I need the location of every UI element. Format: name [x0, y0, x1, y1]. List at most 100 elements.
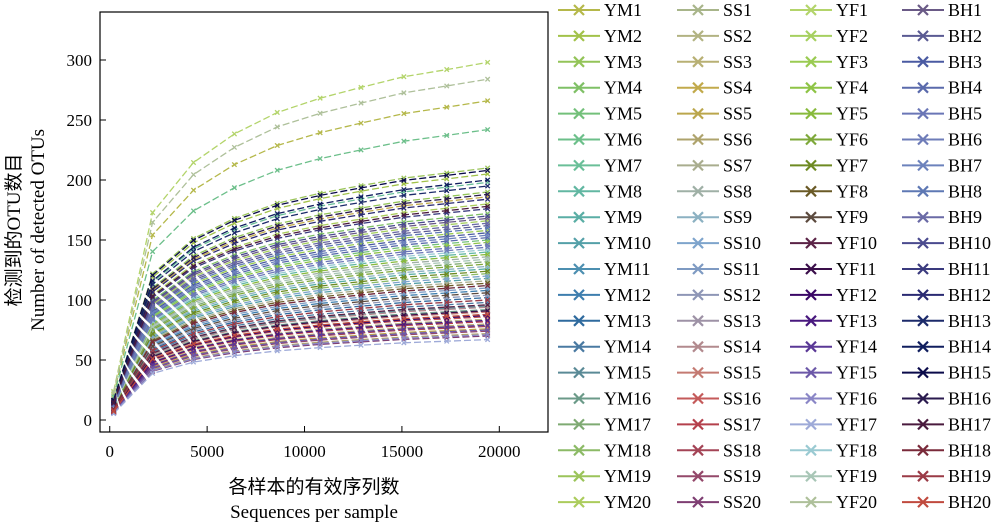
legend-label: YM9 [604, 207, 642, 227]
series-line [113, 308, 488, 412]
legend-swatch-marker [692, 237, 704, 249]
series-YF20 [110, 76, 491, 396]
legend-swatch-marker [805, 133, 817, 146]
series-line [112, 212, 488, 404]
data-point-marker [190, 310, 197, 316]
data-point-marker [358, 310, 364, 316]
legend-label: YM16 [604, 389, 651, 409]
data-point-marker [401, 340, 407, 346]
legend-swatch-marker [692, 30, 704, 42]
legend-swatch-marker [805, 289, 817, 301]
series-line [112, 193, 488, 403]
legend-swatch-marker [917, 133, 929, 146]
data-point-marker [401, 267, 407, 273]
data-point-marker [317, 336, 323, 342]
legend-swatch-marker [692, 133, 704, 146]
data-point-marker [444, 224, 450, 230]
data-point-marker [317, 344, 323, 351]
legend-swatch-marker [917, 263, 929, 275]
series-YF1 [110, 59, 491, 395]
data-point-marker [358, 147, 364, 153]
data-point-marker [231, 144, 238, 151]
legend-label: SS20 [723, 492, 761, 512]
data-point-marker [190, 359, 197, 365]
legend-swatch-marker [917, 56, 929, 68]
series-line [112, 191, 488, 403]
legend-item-SS3: SS3 [677, 52, 752, 72]
data-point-marker [231, 321, 238, 327]
legend-swatch-marker [573, 185, 585, 198]
data-point-marker [110, 400, 117, 406]
data-point-marker [231, 225, 238, 231]
data-point-marker [274, 124, 280, 130]
legend-item-SS19: SS19 [677, 466, 761, 486]
legend-item-YM17: YM17 [558, 414, 651, 434]
data-point-marker [190, 248, 197, 255]
series-line [113, 270, 488, 409]
legend-item-YF8: YF8 [790, 181, 868, 201]
legend-swatch-marker [805, 56, 817, 68]
series-BH6 [110, 244, 491, 409]
data-point-marker [401, 274, 407, 280]
data-point-marker [190, 292, 197, 299]
legend-swatch-marker [917, 444, 929, 457]
legend-item-YF1: YF1 [790, 0, 868, 20]
data-point-marker [317, 95, 323, 101]
series-BH17 [110, 203, 491, 406]
data-point-marker [401, 110, 407, 117]
data-point-marker [484, 322, 491, 328]
data-point-marker [358, 211, 364, 218]
data-point-marker [274, 202, 280, 209]
data-point-marker [231, 261, 238, 268]
data-point-marker [358, 263, 364, 269]
data-point-marker [484, 317, 491, 324]
legend-swatch-marker [573, 159, 585, 172]
data-point-marker [444, 299, 450, 306]
series-line [113, 272, 488, 409]
data-point-marker [231, 230, 238, 236]
series-line [112, 100, 488, 395]
legend-swatch-marker [692, 185, 704, 198]
data-point-marker [274, 216, 280, 222]
series-line [113, 325, 488, 413]
legend-label: YM14 [604, 337, 651, 357]
x-tick-label: 20000 [478, 442, 521, 461]
legend-item-YM7: YM7 [558, 155, 642, 175]
legend-swatch-marker [573, 30, 585, 42]
data-point-marker [358, 256, 364, 262]
series-line [113, 320, 488, 413]
data-point-marker [274, 258, 280, 264]
legend-item-SS15: SS15 [677, 363, 761, 383]
data-point-marker [444, 329, 450, 335]
data-point-marker [358, 333, 364, 339]
data-point-marker [484, 232, 491, 238]
legend-item-BH1: BH1 [902, 0, 982, 20]
legend-item-YM9: YM9 [558, 207, 642, 227]
legend-item-BH13: BH13 [902, 311, 991, 331]
legend-label: YM19 [604, 466, 651, 486]
legend-label: BH19 [948, 466, 991, 486]
legend-item-BH15: BH15 [902, 363, 991, 383]
x-tick-label: 15000 [381, 442, 424, 461]
data-point-marker [358, 207, 364, 213]
data-point-marker [190, 341, 197, 347]
legend-item-SS20: SS20 [677, 492, 761, 512]
legend-swatch-marker [573, 496, 585, 508]
series-line [113, 319, 488, 413]
data-point-marker [274, 142, 280, 149]
legend-label: SS16 [723, 389, 761, 409]
series-line [113, 292, 488, 411]
legend-label: SS19 [723, 466, 761, 486]
legend-item-BH17: BH17 [902, 414, 991, 434]
data-point-marker [190, 254, 197, 261]
legend-label: YM1 [604, 0, 642, 20]
data-point-marker [317, 261, 323, 268]
data-point-marker [484, 225, 491, 231]
data-point-marker [358, 305, 364, 312]
legend-item-YM13: YM13 [558, 311, 651, 331]
legend-swatch-marker [573, 366, 585, 379]
data-point-marker [149, 209, 156, 216]
data-point-marker [149, 331, 156, 337]
data-point-marker [444, 188, 450, 194]
